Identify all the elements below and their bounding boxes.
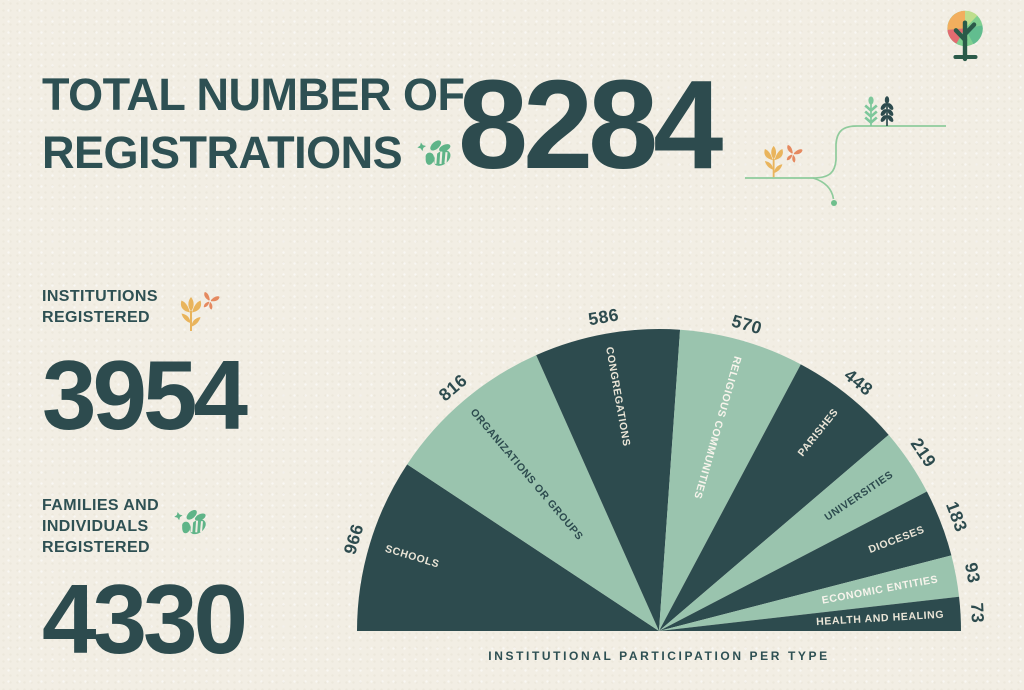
- stat-families-value: 4330: [42, 564, 248, 674]
- fan-segment-4: [659, 364, 889, 631]
- page-title-line1: TOTAL NUMBER OF: [42, 69, 465, 120]
- segment-value-6: 183: [942, 499, 972, 535]
- stat-institutions-value: 3954: [42, 340, 248, 450]
- vine-dot: [831, 200, 837, 206]
- segment-value-0: 966: [340, 522, 368, 557]
- decorative-growth-path: [733, 86, 958, 221]
- chart-title: INSTITUTIONAL PARTICIPATION PER TYPE: [488, 649, 830, 663]
- page-title-line2: REGISTRATIONS: [42, 127, 403, 178]
- fan-segment-0: [357, 464, 659, 631]
- fan-segment-5: [659, 434, 927, 631]
- fan-segment-8: [659, 596, 962, 631]
- fan-segment-7: [659, 555, 960, 631]
- segment-value-8: 73: [967, 602, 988, 624]
- fan-segment-3: [659, 329, 801, 631]
- segment-value-3: 570: [729, 311, 764, 339]
- stat-institutions-label: INSTITUTIONS REGISTERED: [42, 288, 158, 326]
- segment-value-7: 93: [961, 561, 984, 585]
- page-title: TOTAL NUMBER OF REGISTRATIONS: [42, 66, 465, 182]
- vine-line: [745, 125, 946, 179]
- tree-icon: [944, 8, 986, 66]
- stat-families: FAMILIES AND INDIVIDUALS REGISTERED 4330: [42, 495, 248, 674]
- total-registrations-value: 8284: [458, 54, 723, 195]
- segment-value-2: 586: [587, 304, 621, 329]
- fan-segment-1: [407, 355, 659, 631]
- segment-value-5: 219: [907, 434, 941, 471]
- fan-segment-6: [659, 491, 952, 631]
- stat-families-label: FAMILIES AND INDIVIDUALS REGISTERED: [42, 497, 160, 556]
- stat-institutions: INSTITUTIONS REGISTERED 3954: [42, 286, 248, 450]
- fan-segment-2: [536, 329, 681, 631]
